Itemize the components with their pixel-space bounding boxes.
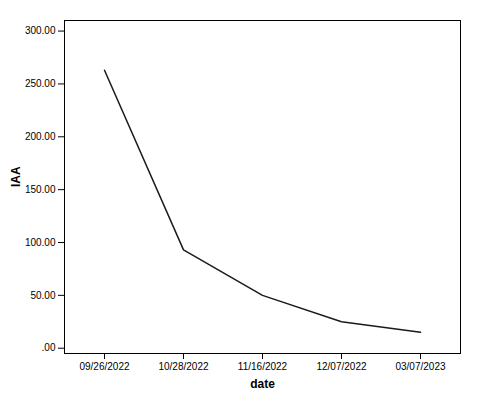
svg-text:10/28/2022: 10/28/2022 <box>158 361 208 372</box>
svg-text:300.00: 300.00 <box>25 25 56 36</box>
svg-text:IAA: IAA <box>9 166 23 187</box>
svg-text:50.00: 50.00 <box>30 290 55 301</box>
svg-text:200.00: 200.00 <box>25 131 56 142</box>
svg-text:12/07/2022: 12/07/2022 <box>316 361 366 372</box>
svg-text:date: date <box>250 377 275 391</box>
svg-text:09/26/2022: 09/26/2022 <box>79 361 129 372</box>
svg-text:03/07/2023: 03/07/2023 <box>395 361 445 372</box>
svg-text:100.00: 100.00 <box>25 237 56 248</box>
svg-text:.00: .00 <box>42 342 56 353</box>
svg-text:11/16/2022: 11/16/2022 <box>238 361 288 372</box>
svg-text:150.00: 150.00 <box>25 184 56 195</box>
svg-text:250.00: 250.00 <box>25 78 56 89</box>
